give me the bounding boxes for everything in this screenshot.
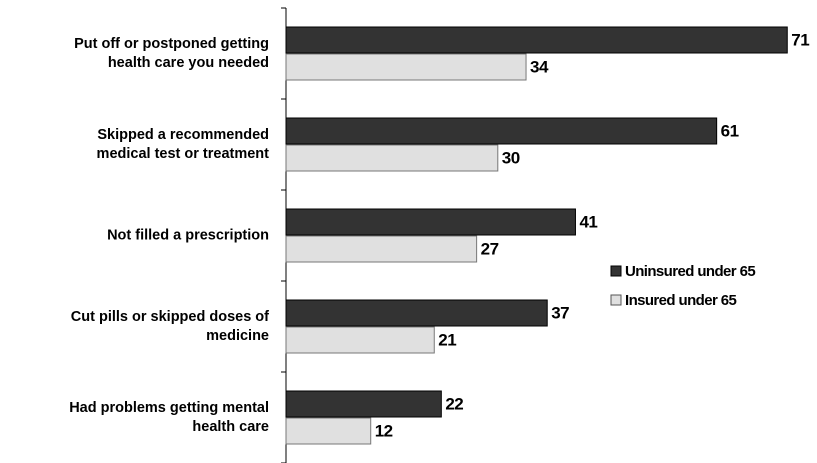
value-label: 37 — [551, 303, 569, 322]
value-label: 41 — [579, 212, 597, 231]
bar — [285, 326, 435, 354]
legend-label: Uninsured under 65 — [625, 263, 755, 280]
category-label: Not filled a prescription — [107, 227, 269, 244]
value-label: 22 — [445, 394, 463, 413]
value-label: 12 — [375, 421, 393, 440]
bar — [285, 26, 788, 54]
value-label: 27 — [481, 239, 499, 258]
value-label: 30 — [502, 148, 520, 167]
bar — [285, 208, 576, 236]
value-label: 34 — [530, 57, 549, 76]
bar — [285, 235, 478, 263]
value-label: 21 — [438, 330, 456, 349]
value-label: 61 — [721, 121, 739, 140]
category-label: Had problems getting mental health care — [69, 400, 269, 435]
bar — [285, 117, 718, 145]
bar — [285, 417, 372, 445]
legend-swatch — [610, 294, 622, 306]
bar — [285, 144, 499, 172]
category-label: Skipped a recommended medical test or tr… — [96, 127, 269, 162]
legend-label: Insured under 65 — [625, 292, 737, 309]
value-label: 71 — [791, 30, 809, 49]
category-label: Cut pills or skipped doses of medicine — [70, 309, 269, 344]
category-label: Put off or postponed getting health care… — [74, 36, 269, 71]
bar — [285, 390, 442, 418]
bar — [285, 299, 548, 327]
bar — [285, 53, 527, 81]
legend-swatch — [610, 265, 622, 277]
